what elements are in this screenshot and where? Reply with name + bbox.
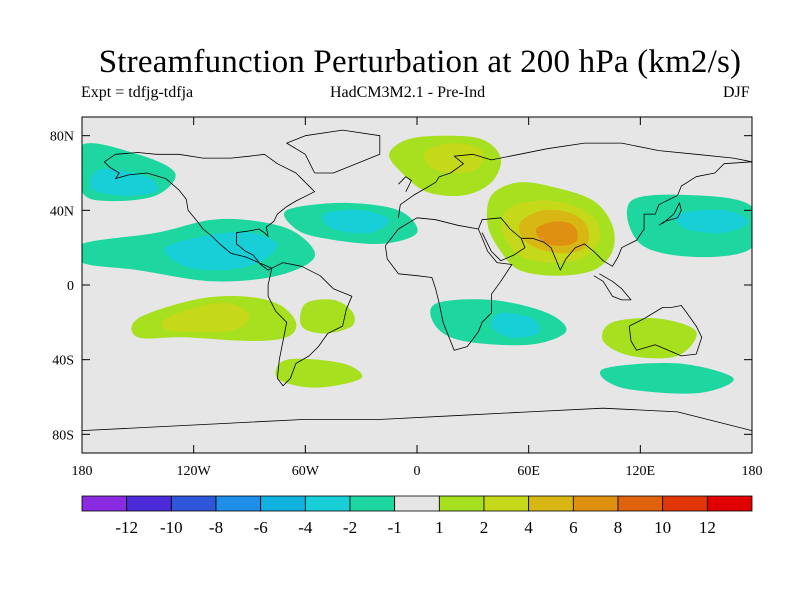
colorbar-swatch [438,495,485,512]
colorbar-label: 6 [569,518,578,537]
field-south-positive [275,358,363,388]
season-label: DJF [723,84,750,101]
coastline-segment [286,129,381,174]
lat-tick-label: 0 [67,279,74,294]
field-pacific-negative-core [164,231,278,271]
lon-tick-label: 120W [177,464,212,479]
model-label: HadCM3M2.1 - Pre-Ind [330,84,486,101]
field-sam-positive-core [161,302,250,332]
colorbar-label: 8 [614,518,623,537]
coastline-segment [658,202,682,226]
coastline-segment [521,161,752,271]
lon-tick-label: 120E [626,464,656,479]
lon-tick-label: 180 [742,464,763,479]
field-na-negative-core [90,168,159,196]
colorbar-swatch [260,495,306,512]
colorbar-swatch [528,495,574,512]
field-europe-core [423,143,484,174]
colorbar-label: 12 [699,518,716,537]
coastline-segment [478,217,526,262]
field-sh-negative [599,362,734,394]
field-indian-negative-core [491,312,540,338]
experiment-label: Expt = tdfjg-tdfja [81,84,194,101]
lon-tick-label: 0 [414,464,421,479]
coastline-segment [104,152,315,271]
colorbar-label: 10 [654,518,671,537]
coastline-segment [398,176,412,192]
lat-tick-label: 40S [52,354,74,369]
colorbar-label: -4 [298,518,313,537]
streamfunction-field [82,135,752,394]
coastline-segment [593,273,632,301]
colorbar-swatch [126,495,172,512]
colorbar-swatch [81,495,128,512]
colorbar-label: -1 [388,518,402,537]
colorbar-swatch [617,495,664,512]
colorbar-swatch [304,495,351,512]
lat-tick-label: 80S [52,428,74,443]
colorbar-label: 1 [435,518,444,537]
colorbar-label: -10 [160,518,183,537]
field-atlantic-negative-core [322,210,390,234]
coastlines [82,129,752,431]
colorbar-label: 4 [524,518,533,537]
colorbar-swatch [394,495,440,512]
lon-tick-label: 60W [292,464,320,479]
lat-tick-label: 80N [50,130,74,145]
coastline-segment [82,407,752,431]
coastline-segment [398,142,752,218]
lon-tick-label: 180 [72,464,93,479]
field-australia-positive [601,317,697,359]
colorbar-label: -12 [115,518,138,537]
colorbar-swatch [170,495,217,512]
field-westpac-negative-core [675,209,749,234]
colorbar-label: -8 [209,518,223,537]
coastline-segment [628,305,703,357]
coastline-segment [267,262,353,387]
colorbar-swatch [706,495,753,512]
colorbar-swatch [572,495,619,512]
coastline-segment [385,217,513,351]
axis-ticks: 80N 40N 0 40S 80S 180 120W 60W 0 60E 120E 180 [50,117,763,479]
colorbar-label: 2 [480,518,489,537]
colorbar-swatch [483,495,530,512]
lon-tick-label: 60E [517,464,540,479]
colorbar-swatch [349,495,396,512]
lat-tick-label: 40N [50,204,74,219]
field-asia-core3 [535,221,578,246]
colorbar-swatch [215,495,262,512]
colorbar-swatch [662,495,708,512]
field-atlantic-south-positive [300,299,355,334]
map-title: Streamfunction Perturbation at 200 hPa (… [98,44,742,80]
colorbar-label: -2 [343,518,357,537]
colorbar: -12 -10 -8 -6 -4 -2 -1 1 2 4 6 8 10 12 [81,495,753,537]
colorbar-label: -6 [254,518,268,537]
